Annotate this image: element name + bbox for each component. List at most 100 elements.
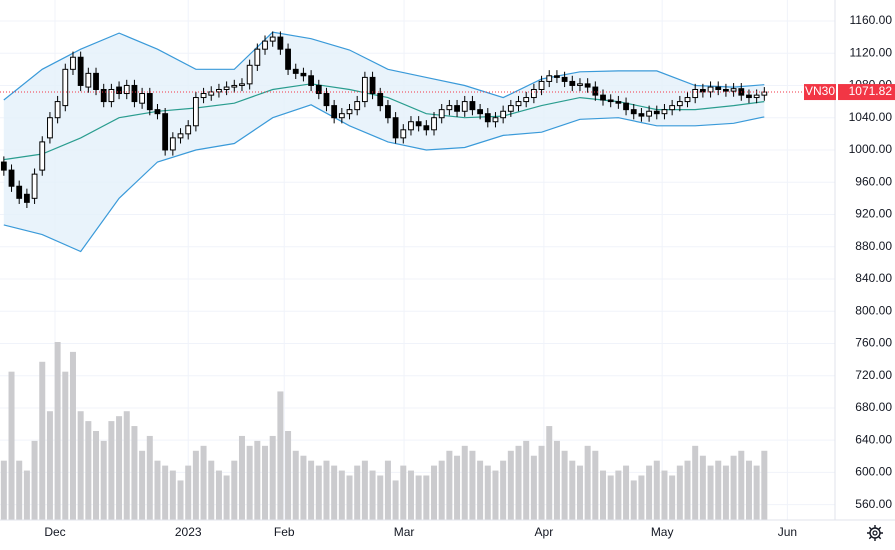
volume-bar	[185, 465, 192, 520]
y-tick-label: 1000.00	[849, 142, 893, 156]
candle-body	[8, 169, 15, 187]
candle-body	[16, 185, 23, 199]
candle-body	[185, 125, 192, 135]
candle-body	[139, 93, 146, 104]
volume-bar	[162, 465, 169, 520]
volume-bar	[208, 460, 215, 520]
candle-body	[100, 88, 107, 103]
settings-icon[interactable]	[867, 525, 883, 541]
candle-body	[623, 102, 629, 111]
candle-body	[661, 109, 668, 115]
volume-bar	[108, 421, 115, 520]
candle-body	[246, 64, 253, 85]
x-tick-label: May	[651, 525, 674, 539]
candle-body	[315, 84, 322, 95]
volume-bar	[407, 470, 414, 520]
volume-bar	[361, 460, 368, 520]
series-tag-bg	[804, 84, 836, 101]
volume-bar	[277, 391, 284, 520]
y-tick-label: 840.00	[855, 271, 892, 285]
candle-body	[177, 133, 184, 139]
volume-bar	[346, 475, 353, 520]
volume-pane	[0, 342, 768, 520]
volume-bar	[715, 460, 722, 520]
y-tick-label: 960.00	[855, 174, 892, 188]
band-lower	[3, 104, 765, 253]
candle-body	[231, 84, 238, 88]
candle-body	[438, 109, 445, 119]
candle-body	[154, 109, 161, 115]
candle-body	[200, 93, 207, 99]
volume-bar	[384, 460, 391, 520]
candle-body	[323, 93, 330, 107]
volume-bar	[630, 480, 637, 520]
volume-bar	[431, 465, 438, 520]
candle-body	[131, 84, 138, 103]
candle-body	[239, 83, 245, 86]
volume-bar	[507, 450, 514, 520]
volume-bar	[592, 450, 599, 520]
candles	[0, 31, 835, 208]
volume-bar	[269, 435, 276, 520]
candle-body	[577, 83, 583, 86]
candle-body	[385, 105, 391, 119]
volume-bar	[546, 426, 553, 520]
volume-bar	[369, 470, 376, 520]
candle-body	[300, 72, 307, 77]
volume-bar	[653, 460, 660, 520]
candle-body	[638, 113, 645, 117]
volume-bar	[607, 475, 614, 520]
candle-body	[454, 105, 460, 112]
volume-bar	[285, 431, 292, 520]
volume-bar	[31, 440, 38, 520]
volume-bar	[584, 445, 591, 520]
candle-body	[93, 72, 99, 90]
volume-bar	[722, 465, 729, 520]
candle-body	[169, 137, 176, 151]
volume-bar	[477, 460, 484, 520]
band-fill	[3, 32, 765, 252]
volume-bar	[600, 470, 607, 520]
candle-body	[269, 36, 276, 42]
candle-body	[707, 86, 714, 93]
volume-bar	[262, 445, 269, 520]
candle-body	[23, 193, 30, 203]
candle-body	[592, 86, 599, 96]
candle-body	[285, 48, 291, 70]
y-tick-label: 680.00	[855, 400, 892, 414]
candle-body	[31, 173, 38, 199]
candle-body	[400, 129, 407, 139]
candle-body	[746, 94, 752, 99]
candle-body	[208, 91, 215, 96]
candle-body	[761, 91, 768, 96]
volume-bar	[323, 460, 330, 520]
volume-bar	[169, 470, 176, 520]
volume-bar	[54, 342, 61, 520]
grid	[0, 0, 835, 520]
volume-bar	[62, 371, 69, 520]
candle-body	[684, 97, 691, 103]
volume-bar	[523, 440, 530, 520]
volume-bar	[392, 480, 399, 520]
candle-body	[146, 93, 153, 111]
volume-bar	[77, 411, 84, 520]
volume-bar	[192, 450, 199, 520]
y-tick-label: 720.00	[855, 368, 892, 382]
volume-bar	[177, 480, 184, 520]
candle-body	[484, 113, 491, 123]
volume-bar	[515, 445, 522, 520]
candle-body	[500, 110, 507, 119]
candle-body	[561, 76, 568, 82]
candle-body	[676, 101, 683, 107]
volume-bar	[223, 475, 230, 520]
volume-bar	[377, 475, 384, 520]
candle-body	[162, 113, 169, 151]
candle-body	[523, 97, 530, 103]
candle-body	[530, 88, 537, 99]
candle-body	[584, 83, 591, 88]
volume-bar	[730, 455, 737, 520]
bollinger-bands	[3, 31, 765, 253]
candle-body	[423, 125, 430, 131]
volume-bar	[669, 475, 676, 520]
